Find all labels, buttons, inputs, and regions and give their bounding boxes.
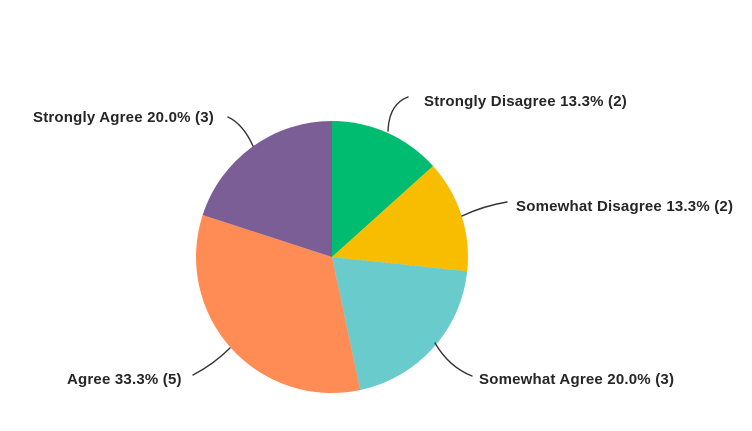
leader-line-somewhat-disagree xyxy=(461,201,508,217)
pie-slice-strongly-agree[interactable] xyxy=(202,121,332,257)
pie-slice-agree[interactable] xyxy=(196,214,361,394)
pie-slice-somewhat-agree[interactable] xyxy=(332,257,468,391)
slice-label-agree: Agree 33.3% (5) xyxy=(67,371,182,388)
pie-slice-somewhat-disagree[interactable] xyxy=(332,166,468,272)
pie-wedges xyxy=(196,121,468,394)
leader-line-strongly-disagree xyxy=(387,96,409,132)
leader-line-strongly-agree xyxy=(227,116,254,147)
slice-label-somewhat-agree: Somewhat Agree 20.0% (3) xyxy=(479,371,675,388)
leader-line-somewhat-agree xyxy=(434,342,473,377)
slice-label-strongly-agree: Strongly Agree 20.0% (3) xyxy=(33,109,214,126)
pie-slice-strongly-disagree[interactable] xyxy=(332,121,434,257)
slice-label-somewhat-disagree: Somewhat Disagree 13.3% (2) xyxy=(516,198,734,215)
leader-lines xyxy=(192,96,508,377)
leader-line-agree xyxy=(192,347,231,376)
slice-label-strongly-disagree: Strongly Disagree 13.3% (2) xyxy=(424,93,627,110)
